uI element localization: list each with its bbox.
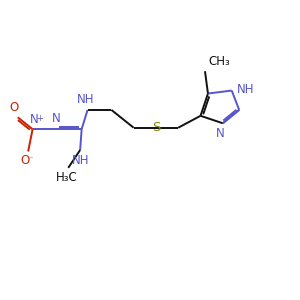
Text: S: S — [152, 121, 160, 134]
Text: NH: NH — [77, 93, 95, 106]
Text: NH: NH — [237, 82, 255, 96]
Text: CH₃: CH₃ — [208, 55, 230, 68]
Text: ⁻: ⁻ — [29, 154, 33, 163]
Text: H₃C: H₃C — [56, 171, 78, 184]
Text: +: + — [37, 114, 44, 123]
Text: O: O — [20, 154, 29, 167]
Text: NH: NH — [71, 154, 89, 166]
Text: O: O — [10, 101, 19, 114]
Text: N: N — [52, 112, 61, 125]
Text: N: N — [216, 127, 225, 140]
Text: N: N — [30, 112, 38, 126]
